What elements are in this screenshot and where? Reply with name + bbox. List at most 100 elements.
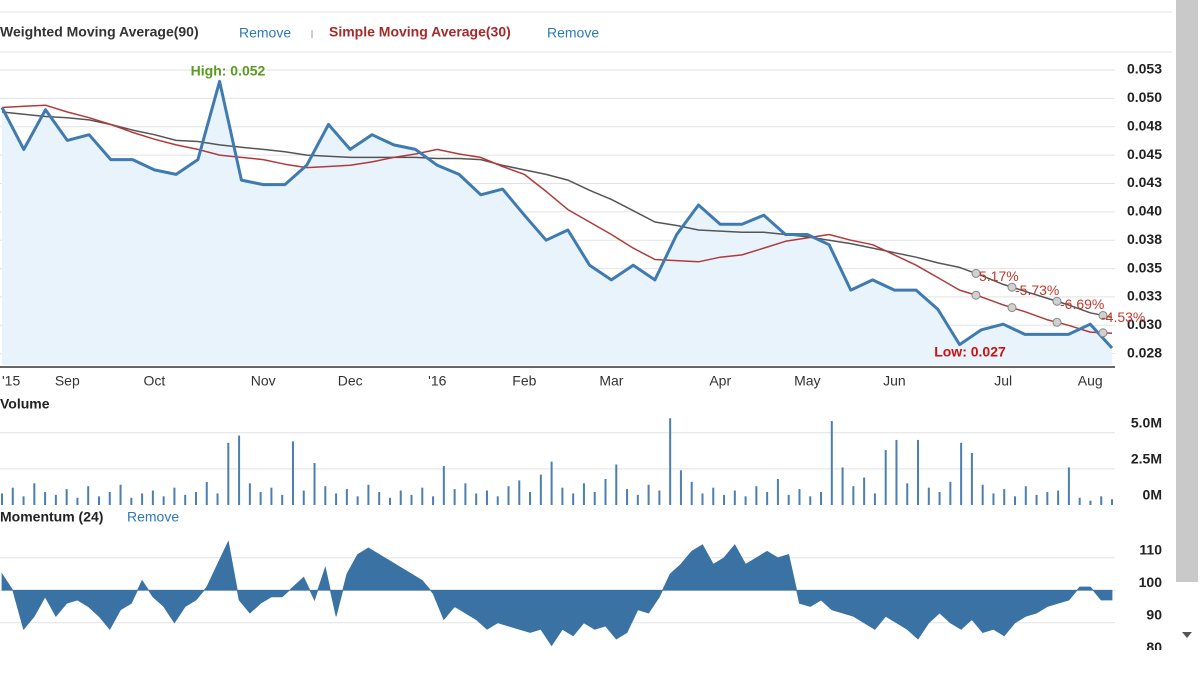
volume-bar: [173, 487, 176, 505]
volume-bar: [1, 493, 3, 505]
y-tick-label: 5.0M: [1131, 414, 1162, 430]
volume-bar: [216, 493, 219, 505]
volume-bar: [1100, 496, 1103, 505]
moving-average-line: [1, 104, 1113, 334]
volume-bar: [485, 490, 488, 505]
y-tick-label: 0.053: [1127, 61, 1162, 77]
volume-bar: [1035, 494, 1038, 505]
indicator-name: Weighted Moving Average(90): [0, 24, 199, 40]
y-tick-label: 100: [1139, 574, 1163, 590]
volume-bar: [582, 483, 585, 505]
momentum-panel: 110 100 90 80: [0, 540, 1163, 655]
remove-link[interactable]: Remove: [239, 25, 291, 41]
volume-bar: [259, 491, 262, 505]
volume-bar: [87, 486, 90, 505]
volume-bar: [593, 491, 596, 505]
scrollbar-thumb[interactable]: [1176, 0, 1198, 582]
volume-bar: [938, 491, 941, 505]
volume-bar: [539, 474, 542, 505]
volume-bar: [755, 486, 758, 505]
volume-bar: [604, 478, 607, 505]
volume-bar: [108, 491, 111, 505]
annotation: Low: 0.027: [934, 344, 1006, 360]
volume-bar: [399, 490, 402, 505]
volume-bar: [356, 496, 359, 505]
y-tick-label: 0.035: [1127, 259, 1162, 275]
x-tick-label: Aug: [1078, 373, 1103, 389]
volume-bar: [33, 483, 36, 505]
volume-bar: [679, 470, 682, 505]
x-tick-label: Mar: [599, 373, 623, 389]
volume-bar: [496, 496, 499, 505]
volume-bar: [302, 490, 305, 505]
price-area: [2, 81, 1112, 366]
indicator-name: Simple Moving Average(30): [329, 24, 511, 40]
volume-bar: [927, 487, 930, 505]
x-tick-label: Feb: [512, 373, 536, 389]
volume-bar: [776, 478, 779, 505]
volume-bar: [830, 421, 833, 505]
x-tick-label: Dec: [338, 373, 363, 389]
change-label: -5.73%: [1015, 282, 1059, 298]
volume-bar: [281, 494, 284, 505]
volume-bar: [76, 497, 79, 505]
change-marker: [971, 290, 981, 300]
y-tick-label: 0.048: [1127, 117, 1162, 133]
volume-bar: [11, 487, 14, 505]
y-tick-label: 110: [1139, 541, 1162, 557]
volume-bar: [22, 496, 25, 505]
volume-bar: [561, 487, 564, 505]
volume-bar: [410, 494, 413, 505]
volume-bar: [270, 487, 273, 505]
volume-bar: [626, 489, 629, 505]
scroll-down-arrow[interactable]: [1182, 632, 1192, 638]
volume-bar: [184, 494, 187, 505]
volume-bar: [141, 493, 144, 505]
volume-bar: [917, 439, 920, 505]
momentum-area: [1, 540, 1113, 647]
y-tick-label: 2.5M: [1131, 451, 1162, 467]
annotation: High: 0.052: [191, 63, 266, 79]
volume-bar: [44, 491, 47, 505]
y-tick-label: 80: [1146, 639, 1162, 655]
volume-bar: [1111, 499, 1113, 505]
volume-bar: [852, 486, 855, 505]
volume-bar: [669, 418, 672, 505]
remove-link[interactable]: Remove: [127, 509, 179, 525]
volume-bar: [1014, 496, 1017, 505]
volume-bar: [884, 450, 887, 505]
volume-bar: [162, 496, 165, 505]
volume-bar: [636, 494, 639, 505]
volume-bar: [820, 491, 823, 505]
y-tick-label: 0.045: [1127, 146, 1162, 162]
volume-bar: [1046, 491, 1049, 505]
volume-bar: [378, 491, 381, 505]
remove-link[interactable]: Remove: [547, 25, 599, 41]
y-tick-label: 0.030: [1127, 316, 1162, 332]
change-marker: [1052, 317, 1062, 327]
volume-bar: [863, 477, 866, 505]
volume-bar: [841, 467, 844, 505]
volume-bar: [238, 435, 241, 505]
volume-bar: [130, 497, 133, 505]
volume-bar: [981, 484, 984, 505]
y-tick-label: 0.040: [1127, 203, 1162, 219]
volume-bar: [335, 493, 338, 505]
x-tick-label: '16: [428, 373, 446, 389]
change-marker: [1098, 328, 1108, 338]
volume-bar: [248, 483, 251, 505]
volume-bar: [65, 489, 68, 505]
volume-bar: [518, 480, 521, 505]
x-tick-label: '15: [2, 373, 20, 389]
y-tick-label: 0.043: [1127, 174, 1162, 190]
volume-bar: [442, 465, 445, 505]
volume-bar: [475, 493, 478, 505]
volume-bar: [1057, 490, 1060, 505]
y-tick-label: 0.038: [1127, 231, 1162, 247]
x-tick-label: Apr: [709, 373, 731, 389]
volume-bar: [1089, 500, 1092, 505]
change-marker: [1098, 310, 1108, 320]
y-tick-label: 0.028: [1127, 344, 1162, 360]
